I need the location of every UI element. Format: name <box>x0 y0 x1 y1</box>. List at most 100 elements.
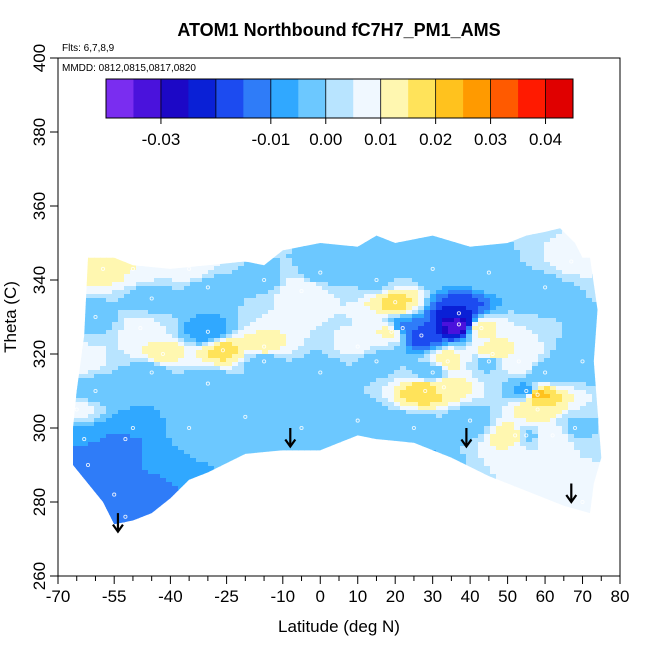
heatmap-cell <box>610 150 617 155</box>
heatmap-cell <box>262 194 269 199</box>
heatmap-cell <box>454 134 461 139</box>
heatmap-cell <box>568 146 575 151</box>
heatmap-cell <box>424 150 431 155</box>
heatmap-cell <box>490 74 497 79</box>
heatmap-cell <box>352 214 359 219</box>
heatmap-cell <box>190 194 197 199</box>
heatmap-cell <box>406 182 413 187</box>
heatmap-cell <box>316 218 323 223</box>
heatmap-cell <box>358 266 365 271</box>
heatmap-cell <box>100 138 107 143</box>
heatmap-cell <box>286 162 293 167</box>
heatmap-cell <box>424 228 431 231</box>
heatmap-cell <box>112 258 119 263</box>
heatmap-cell <box>562 178 569 183</box>
heatmap-cell <box>538 242 545 247</box>
heatmap-cell <box>262 228 269 231</box>
heatmap-cell <box>616 138 623 143</box>
heatmap-cell <box>106 182 113 187</box>
heatmap-cell <box>232 262 239 267</box>
heatmap-cell <box>250 158 257 163</box>
heatmap-cell <box>436 262 443 267</box>
heatmap-cell <box>586 154 593 159</box>
heatmap-cell <box>520 186 527 191</box>
heatmap-cell <box>220 74 227 79</box>
heatmap-cell <box>334 62 341 67</box>
heatmap-cell <box>82 162 89 167</box>
heatmap-cell <box>550 182 557 187</box>
heatmap-cell <box>118 242 125 247</box>
heatmap-cell <box>256 230 263 235</box>
heatmap-cell <box>214 228 221 231</box>
heatmap-cell <box>604 246 611 251</box>
heatmap-cell <box>430 250 437 255</box>
heatmap-cell <box>382 250 389 255</box>
heatmap-cell <box>436 166 443 171</box>
heatmap-cell <box>262 66 269 71</box>
heatmap-cell <box>106 166 113 171</box>
heatmap-cell <box>286 238 293 243</box>
heatmap-cell <box>268 174 275 179</box>
heatmap-cell <box>76 214 83 219</box>
heatmap-cell <box>406 134 413 139</box>
heatmap-cell <box>406 242 413 247</box>
heatmap-cell <box>76 90 83 95</box>
heatmap-cell <box>124 74 131 79</box>
heatmap-cell <box>142 202 149 207</box>
heatmap-cell <box>148 74 155 79</box>
heatmap-cell <box>580 214 587 219</box>
heatmap-cell <box>100 242 107 247</box>
heatmap-cell <box>82 146 89 151</box>
heatmap-cell <box>568 158 575 163</box>
heatmap-cell <box>478 66 485 71</box>
heatmap-cell <box>376 210 383 215</box>
heatmap-cell <box>520 262 527 267</box>
heatmap-cell <box>364 246 371 251</box>
heatmap-cell <box>550 58 557 63</box>
heatmap-cell <box>418 210 425 215</box>
heatmap-cell <box>610 74 617 79</box>
heatmap-cell <box>190 174 197 179</box>
heatmap-cell <box>580 94 587 99</box>
heatmap-cell <box>76 234 83 239</box>
heatmap-cell <box>202 228 209 231</box>
heatmap-cell <box>598 186 605 191</box>
heatmap-cell <box>544 166 551 171</box>
heatmap-cell <box>118 74 125 79</box>
heatmap-cell <box>610 102 617 107</box>
heatmap-cell <box>424 222 431 227</box>
heatmap-cell <box>490 262 497 267</box>
heatmap-cell <box>310 262 317 267</box>
heatmap-cell <box>58 98 65 103</box>
heatmap-cell <box>406 150 413 155</box>
heatmap-cell <box>70 154 77 159</box>
heatmap-cell <box>226 142 233 147</box>
heatmap-cell <box>370 242 377 247</box>
heatmap-cell <box>190 246 197 251</box>
heatmap-cell <box>340 206 347 211</box>
heatmap-cell <box>250 222 257 227</box>
heatmap-cell <box>298 70 305 75</box>
heatmap-cell <box>394 238 401 243</box>
heatmap-cell <box>208 70 215 75</box>
heatmap-cell <box>352 242 359 247</box>
heatmap-cell <box>598 102 605 107</box>
heatmap-cell <box>592 182 599 187</box>
heatmap-cell <box>526 250 533 255</box>
heatmap-cell <box>568 198 575 203</box>
heatmap-cell <box>460 158 467 163</box>
heatmap-cell <box>574 66 581 71</box>
heatmap-cell <box>154 218 161 223</box>
heatmap-cell <box>406 186 413 191</box>
heatmap-cell <box>526 166 533 171</box>
heatmap-cell <box>412 170 419 175</box>
heatmap-cell <box>112 146 119 151</box>
heatmap-cell <box>574 146 581 151</box>
heatmap-cell <box>340 150 347 155</box>
heatmap-cell <box>130 230 137 235</box>
heatmap-cell <box>508 262 515 267</box>
heatmap-cell <box>304 58 311 63</box>
heatmap-cell <box>544 154 551 159</box>
heatmap-cell <box>466 62 473 67</box>
heatmap-cell <box>496 246 503 251</box>
